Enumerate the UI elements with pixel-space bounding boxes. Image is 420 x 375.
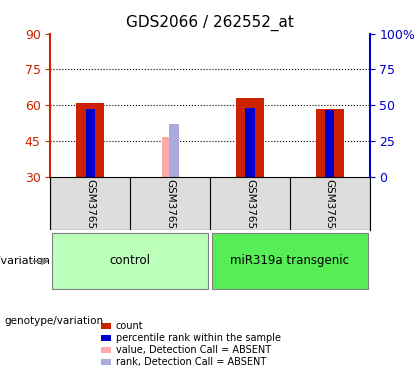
Text: GSM37651: GSM37651 [85, 179, 95, 236]
Bar [86, 109, 95, 177]
Bar [236, 98, 264, 177]
Bar [245, 108, 255, 177]
Title: GDS2066 / 262552_at: GDS2066 / 262552_at [126, 15, 294, 31]
Text: genotype/variation: genotype/variation [4, 316, 103, 326]
Text: control: control [110, 254, 151, 267]
Text: GSM37653: GSM37653 [245, 179, 255, 236]
Text: miR319a transgenic: miR319a transgenic [230, 254, 349, 267]
Text: value, Detection Call = ABSENT: value, Detection Call = ABSENT [116, 345, 270, 355]
Bar [162, 137, 178, 177]
Text: rank, Detection Call = ABSENT: rank, Detection Call = ABSENT [116, 357, 266, 367]
Bar [169, 124, 179, 177]
Text: genotype/variation: genotype/variation [0, 256, 50, 266]
Bar [316, 109, 344, 177]
FancyBboxPatch shape [52, 233, 208, 290]
Text: count: count [116, 321, 143, 331]
Bar [76, 103, 104, 177]
Bar [325, 110, 334, 177]
Text: GSM37654: GSM37654 [325, 179, 335, 236]
FancyBboxPatch shape [212, 233, 368, 290]
Text: GSM37652: GSM37652 [165, 179, 175, 236]
Text: percentile rank within the sample: percentile rank within the sample [116, 333, 281, 343]
